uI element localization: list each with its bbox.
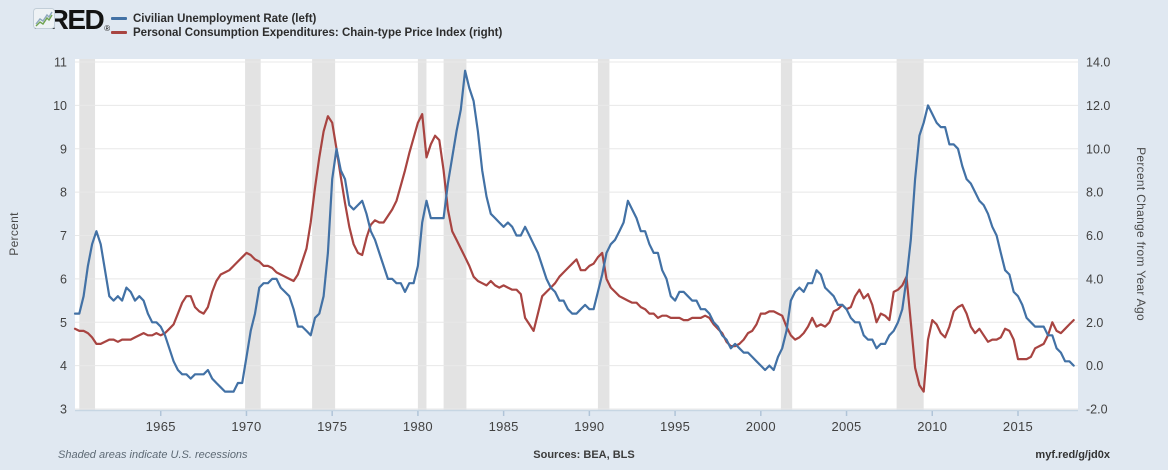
x-tick-label: 2005 xyxy=(831,419,861,434)
y-tick-label-left: 10 xyxy=(53,99,67,113)
y-tick-label-right: 6.0 xyxy=(1086,229,1103,243)
recession-band xyxy=(417,59,427,410)
legend-label-unemployment: Civilian Unemployment Rate (left) xyxy=(133,12,317,25)
legend: Civilian Unemployment Rate (left) Person… xyxy=(111,12,502,40)
y-tick-label-right: -2.0 xyxy=(1086,403,1108,417)
recession-note: Shaded areas indicate U.S. recessions xyxy=(58,449,248,461)
legend-item-unemployment[interactable]: Civilian Unemployment Rate (left) xyxy=(111,12,502,25)
y-tick-label-right: 14.0 xyxy=(1086,56,1110,70)
recession-band xyxy=(780,59,793,410)
y-tick-label-right: 8.0 xyxy=(1086,186,1103,200)
x-tick-label: 1970 xyxy=(231,419,261,434)
x-tick-label: 1985 xyxy=(489,419,519,434)
y-tick-label-right: 0.0 xyxy=(1086,359,1103,373)
fred-logo[interactable]: FRED ® xyxy=(33,6,112,34)
unemployment-line xyxy=(73,69,1075,393)
x-tick-label: 1990 xyxy=(574,419,604,434)
y-tick-label-left: 3 xyxy=(60,403,67,417)
legend-swatch-pce xyxy=(111,31,127,34)
y-tick-label-right: 10.0 xyxy=(1086,142,1110,156)
y-tick-label-left: 11 xyxy=(54,56,67,70)
recession-band xyxy=(79,59,96,410)
x-tick-label: 1975 xyxy=(317,419,347,434)
x-tick-label: 2010 xyxy=(917,419,947,434)
y-tick-label-left: 5 xyxy=(60,316,67,330)
sources-note: Sources: BEA, BLS xyxy=(533,449,635,461)
x-tick-label: 1995 xyxy=(660,419,690,434)
y-tick-label-right: 12.0 xyxy=(1086,99,1110,113)
x-tick-label: 1965 xyxy=(146,419,176,434)
short-url-link[interactable]: myf.red/g/jd0x xyxy=(1035,449,1110,461)
right-axis-title: Percent Change from Year Ago xyxy=(1134,147,1148,321)
registered-mark: ® xyxy=(104,24,111,33)
pce-line xyxy=(73,112,1075,393)
footer: Shaded areas indicate U.S. recessions So… xyxy=(0,449,1168,465)
left-axis-title: Percent xyxy=(7,212,21,256)
y-tick-label-left: 8 xyxy=(60,186,67,200)
x-tick-label: 1980 xyxy=(403,419,433,434)
legend-label-pce: Personal Consumption Expenditures: Chain… xyxy=(133,26,503,39)
y-tick-label-right: 2.0 xyxy=(1086,316,1103,330)
recession-band xyxy=(597,59,610,410)
y-tick-label-left: 4 xyxy=(60,359,67,373)
y-tick-label-left: 6 xyxy=(60,272,67,286)
y-tick-label-left: 7 xyxy=(60,229,67,243)
x-tick-label: 2000 xyxy=(746,419,776,434)
recession-band xyxy=(312,59,336,410)
y-tick-label-right: 4.0 xyxy=(1086,272,1103,286)
y-tick-label-left: 9 xyxy=(60,142,67,156)
legend-item-pce[interactable]: Personal Consumption Expenditures: Chain… xyxy=(111,26,502,39)
x-tick-label: 2015 xyxy=(1003,419,1033,434)
legend-swatch-unemployment xyxy=(111,17,127,20)
